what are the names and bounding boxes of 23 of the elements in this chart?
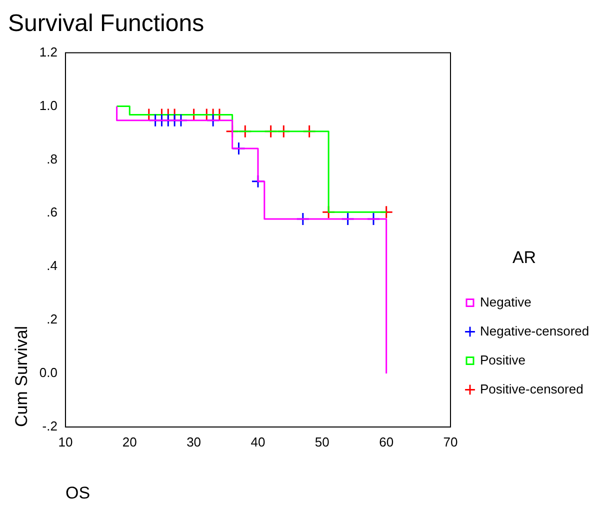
x-tick-label: 20: [122, 434, 137, 450]
y-axis-title: Cum Survival: [12, 326, 31, 427]
x-tick-label: 60: [379, 434, 394, 450]
x-tick-label: 30: [186, 434, 202, 450]
x-tick-label: 10: [58, 434, 73, 450]
y-tick-label: .8: [46, 151, 58, 166]
y-tick-label: .2: [46, 312, 58, 327]
y-tick-label: 0.0: [39, 365, 58, 380]
legend-label: Negative: [480, 294, 532, 310]
x-axis-title: OS: [65, 483, 90, 502]
legend-label: Positive-censored: [480, 381, 584, 396]
y-tick-label: -.2: [42, 418, 58, 434]
x-tick-label: 50: [314, 434, 330, 450]
y-tick-label: 1.0: [39, 98, 58, 113]
chart-title: Survival Functions: [8, 10, 204, 38]
legend-title: AR: [512, 248, 536, 267]
legend-label: Negative-censored: [480, 323, 590, 338]
y-tick-label: .6: [46, 204, 58, 220]
y-tick-label: 1.2: [39, 44, 58, 60]
x-tick-label: 40: [250, 434, 266, 450]
legend-label: Positive: [480, 352, 526, 368]
x-tick-label: 70: [443, 434, 458, 450]
y-tick-label: .4: [46, 258, 58, 274]
